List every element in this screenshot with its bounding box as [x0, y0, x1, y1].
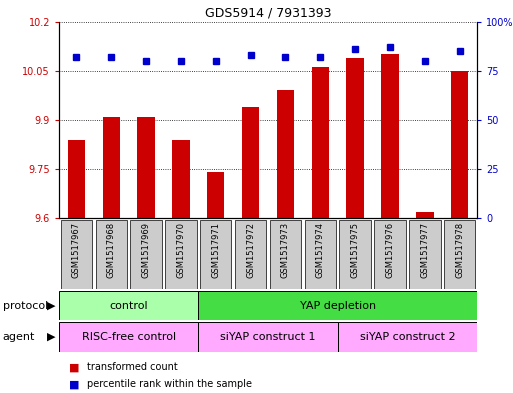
- Bar: [311, 68, 329, 218]
- Text: siYAP construct 2: siYAP construct 2: [360, 332, 455, 342]
- Bar: [68, 140, 85, 218]
- Bar: [277, 90, 294, 218]
- Text: transformed count: transformed count: [87, 362, 178, 373]
- Text: GSM1517978: GSM1517978: [455, 222, 464, 278]
- Bar: [59, 291, 199, 320]
- Bar: [199, 291, 477, 320]
- Bar: [207, 172, 225, 218]
- Bar: [270, 220, 301, 289]
- Title: GDS5914 / 7931393: GDS5914 / 7931393: [205, 6, 331, 19]
- Text: GSM1517976: GSM1517976: [385, 222, 394, 278]
- Bar: [242, 107, 260, 218]
- Bar: [235, 220, 266, 289]
- Text: ■: ■: [69, 379, 80, 389]
- Bar: [416, 211, 433, 218]
- Bar: [199, 322, 338, 352]
- Text: GSM1517969: GSM1517969: [142, 222, 151, 278]
- Bar: [374, 220, 406, 289]
- Bar: [381, 54, 399, 218]
- Text: GSM1517970: GSM1517970: [176, 222, 185, 278]
- Text: agent: agent: [3, 332, 35, 342]
- Text: siYAP construct 1: siYAP construct 1: [220, 332, 316, 342]
- Text: ■: ■: [69, 362, 80, 373]
- Bar: [130, 220, 162, 289]
- Bar: [451, 71, 468, 218]
- Text: GSM1517975: GSM1517975: [351, 222, 360, 278]
- Text: GSM1517974: GSM1517974: [316, 222, 325, 278]
- Bar: [59, 322, 199, 352]
- Text: GSM1517971: GSM1517971: [211, 222, 220, 278]
- Text: control: control: [109, 301, 148, 310]
- Bar: [172, 140, 190, 218]
- Bar: [338, 322, 477, 352]
- Bar: [200, 220, 231, 289]
- Bar: [61, 220, 92, 289]
- Bar: [305, 220, 336, 289]
- Bar: [409, 220, 441, 289]
- Text: protocol: protocol: [3, 301, 48, 310]
- Bar: [444, 220, 476, 289]
- Bar: [165, 220, 196, 289]
- Text: RISC-free control: RISC-free control: [82, 332, 176, 342]
- Text: YAP depletion: YAP depletion: [300, 301, 376, 310]
- Text: ▶: ▶: [47, 332, 56, 342]
- Text: GSM1517968: GSM1517968: [107, 222, 116, 278]
- Text: GSM1517977: GSM1517977: [420, 222, 429, 278]
- Text: GSM1517967: GSM1517967: [72, 222, 81, 278]
- Text: GSM1517973: GSM1517973: [281, 222, 290, 278]
- Bar: [346, 58, 364, 218]
- Bar: [103, 117, 120, 218]
- Text: GSM1517972: GSM1517972: [246, 222, 255, 278]
- Bar: [340, 220, 371, 289]
- Bar: [95, 220, 127, 289]
- Text: ▶: ▶: [47, 301, 56, 310]
- Text: percentile rank within the sample: percentile rank within the sample: [87, 379, 252, 389]
- Bar: [137, 117, 155, 218]
